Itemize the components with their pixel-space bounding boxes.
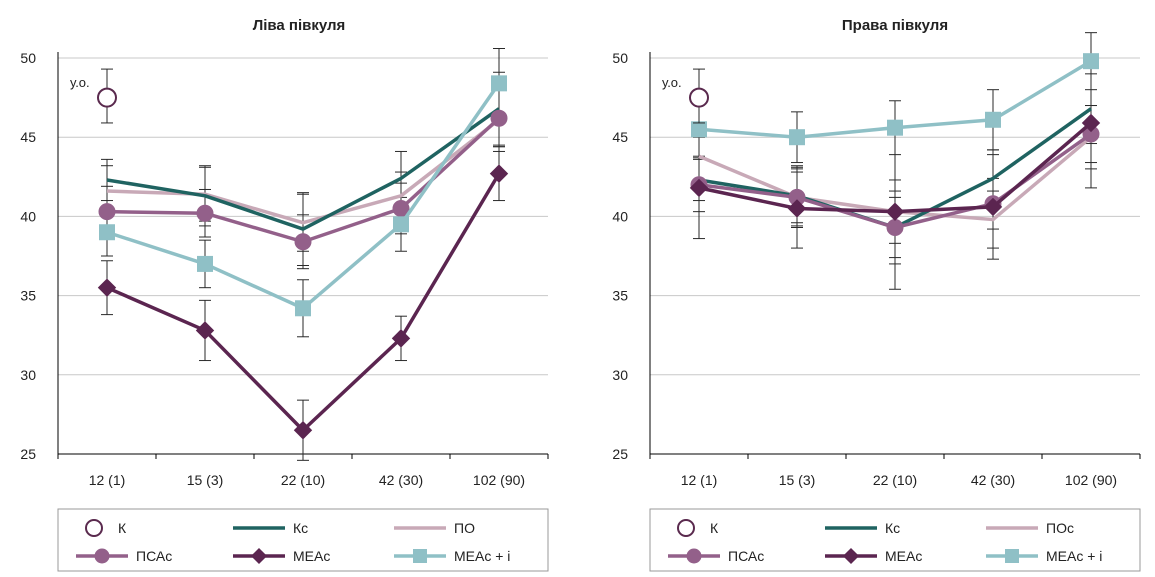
y-tick-label: 25	[612, 446, 628, 462]
point-MEAci	[295, 300, 311, 317]
point-MEAci	[1083, 53, 1099, 70]
legend-box	[57, 508, 549, 572]
legend-label: МЕАс + і	[1046, 548, 1102, 564]
point-MEAc	[97, 278, 117, 297]
point-MEAci	[393, 216, 409, 233]
legend-label: К	[710, 520, 719, 536]
legend-label: МЕАс	[293, 548, 330, 564]
legend-label: ПСАс	[728, 548, 764, 564]
y-tick-label: 40	[612, 208, 628, 224]
legend-marker-MEAc	[842, 547, 860, 565]
legend-label: ПО	[454, 520, 475, 536]
legend-marker-K	[677, 519, 695, 537]
point-MEAc	[195, 321, 215, 340]
y-tick-label: 25	[20, 446, 36, 462]
legend-label: К	[118, 520, 127, 536]
x-tick-label: 12 (1)	[681, 472, 718, 488]
point-PSAc	[196, 204, 214, 222]
chart-title: Ліва півкуля	[253, 17, 346, 34]
point-MEAc	[983, 197, 1003, 217]
y-tick-label: 35	[612, 288, 628, 304]
point-MEAc	[787, 199, 807, 218]
legend-label: ПСАс	[136, 548, 172, 564]
error-bars	[101, 47, 505, 461]
unit-annotation: у.о.	[70, 75, 90, 90]
x-tick-label: 15 (3)	[187, 472, 224, 488]
point-PSAc	[490, 109, 508, 127]
point-MEAci	[197, 255, 213, 272]
legend-label: Кс	[293, 520, 308, 536]
legend-marker-MEAci	[1005, 549, 1019, 563]
y-tick-label: 50	[612, 50, 628, 66]
point-PSAc	[294, 233, 312, 251]
control-point-K	[689, 87, 709, 108]
x-tick-label: 42 (30)	[379, 472, 423, 488]
point-MEAc	[391, 329, 411, 348]
point-MEAc	[885, 202, 905, 221]
x-tick-label: 102 (90)	[1065, 472, 1117, 488]
x-tick-label: 22 (10)	[281, 472, 325, 488]
chart-panel-1: 25 30 35 40 45 50 12 (1) 15 (3) 22 (10) 42 (30) 10…	[20, 17, 549, 572]
point-PSAc	[886, 218, 904, 236]
legend-label: МЕАс	[885, 548, 922, 564]
y-tick-label: 40	[20, 208, 36, 224]
x-tick-label: 102 (90)	[473, 472, 525, 488]
legend-marker-MEAci	[413, 549, 427, 563]
legend-label: Кс	[885, 520, 900, 536]
point-MEAci	[985, 111, 1001, 128]
x-tick-label: 15 (3)	[779, 472, 816, 488]
series-line-PO	[106, 118, 501, 225]
point-MEAc	[689, 178, 709, 198]
legend-marker-PSAc	[686, 548, 702, 564]
legend-marker-PSAc	[94, 548, 110, 564]
point-MEAc	[1081, 113, 1101, 133]
legend-label: МЕАс + і	[454, 548, 510, 564]
point-MEAc	[293, 421, 313, 440]
point-MEAci	[691, 121, 707, 138]
point-MEAci	[491, 75, 507, 92]
chart-panel-2: 25 30 35 40 45 50 12 (1) 15 (3) 22 (10) 42 (30) 10…	[612, 17, 1141, 572]
x-tick-label: 42 (30)	[971, 472, 1015, 488]
x-tick-label: 12 (1)	[89, 472, 126, 488]
chart-title: Права півкуля	[842, 17, 948, 34]
point-MEAci	[99, 224, 115, 241]
error-bars	[693, 32, 1097, 290]
y-tick-label: 45	[612, 129, 628, 145]
y-tick-label: 35	[20, 288, 36, 304]
point-MEAc	[489, 164, 509, 183]
y-tick-label: 30	[612, 367, 628, 383]
unit-annotation: у.о.	[662, 75, 682, 90]
y-tick-label: 50	[20, 50, 36, 66]
legend-box	[649, 508, 1141, 572]
series-line-Kc	[106, 107, 501, 231]
legend-marker-MEAc	[250, 547, 268, 565]
y-tick-label: 30	[20, 367, 36, 383]
control-point-K	[97, 87, 117, 108]
legend-label: ПОс	[1046, 520, 1074, 536]
y-tick-label: 45	[20, 129, 36, 145]
legend: К Кс ПОс ПСАс МЕАс МЕАс + і	[649, 508, 1141, 572]
point-MEAci	[887, 119, 903, 136]
point-MEAci	[789, 129, 805, 146]
point-PSAc	[98, 203, 116, 221]
legend-marker-K	[85, 519, 103, 537]
x-tick-label: 22 (10)	[873, 472, 917, 488]
legend: К Кс ПО ПСАс МЕАс МЕАс + і	[57, 508, 549, 572]
